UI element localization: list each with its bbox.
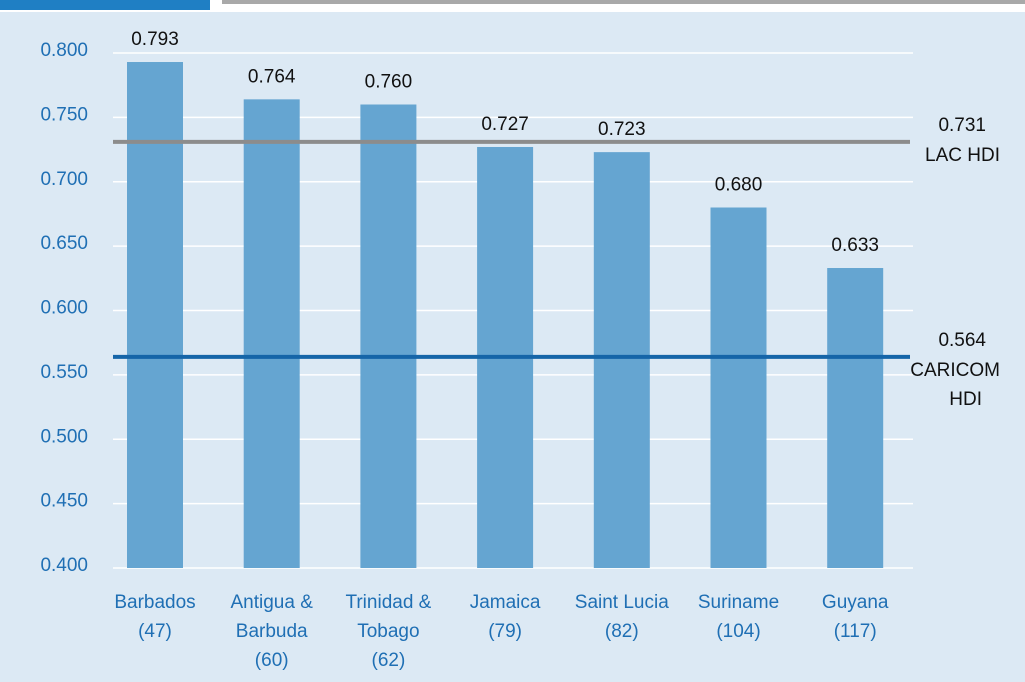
header-accent — [0, 0, 210, 10]
x-tick-label: Barbuda — [236, 621, 308, 642]
bar — [710, 207, 767, 568]
value-label: 0.680 — [715, 175, 763, 196]
x-tick-label: (62) — [372, 650, 406, 671]
y-tick-label: 0.750 — [40, 104, 88, 125]
reference-label: HDI — [949, 389, 982, 410]
reference-label: LAC HDI — [925, 145, 1000, 166]
y-tick-label: 0.450 — [40, 491, 88, 512]
x-tick-label: Antigua & — [230, 592, 313, 613]
x-tick-label: (79) — [488, 621, 522, 642]
x-tick-label: Jamaica — [470, 592, 541, 613]
y-tick-label: 0.400 — [40, 555, 88, 576]
header-rule — [222, 0, 1025, 4]
x-tick-label: Saint Lucia — [575, 592, 669, 613]
bar — [593, 152, 650, 568]
x-tick-label: (82) — [605, 621, 639, 642]
y-tick-label: 0.700 — [40, 169, 88, 190]
value-label: 0.633 — [831, 235, 879, 256]
bar — [127, 62, 183, 568]
value-label: 0.764 — [248, 66, 296, 87]
reference-value: 0.564 — [938, 330, 986, 351]
value-label: 0.793 — [131, 29, 179, 50]
y-tick-label: 0.600 — [40, 298, 88, 319]
reference-label: CARICOM — [910, 360, 1000, 381]
x-tick-label: (117) — [834, 621, 877, 642]
y-tick-label: 0.500 — [40, 426, 88, 447]
y-tick-label: 0.550 — [40, 362, 88, 383]
value-label: 0.727 — [481, 114, 529, 135]
y-tick-label: 0.650 — [40, 233, 88, 254]
x-tick-label: Barbados — [114, 592, 195, 613]
bar — [243, 99, 300, 568]
bar — [827, 268, 884, 568]
x-tick-label: Suriname — [698, 592, 779, 613]
bar — [360, 104, 417, 568]
x-tick-label: Trinidad & — [345, 592, 431, 613]
reference-value: 0.731 — [938, 115, 986, 136]
value-label: 0.760 — [365, 72, 413, 93]
y-tick-label: 0.800 — [40, 40, 88, 61]
x-tick-label: Tobago — [357, 621, 419, 642]
x-tick-label: (47) — [138, 621, 172, 642]
x-tick-label: (104) — [716, 621, 760, 642]
value-label: 0.723 — [598, 119, 646, 140]
x-tick-label: Guyana — [822, 592, 889, 613]
x-tick-label: (60) — [255, 650, 289, 671]
